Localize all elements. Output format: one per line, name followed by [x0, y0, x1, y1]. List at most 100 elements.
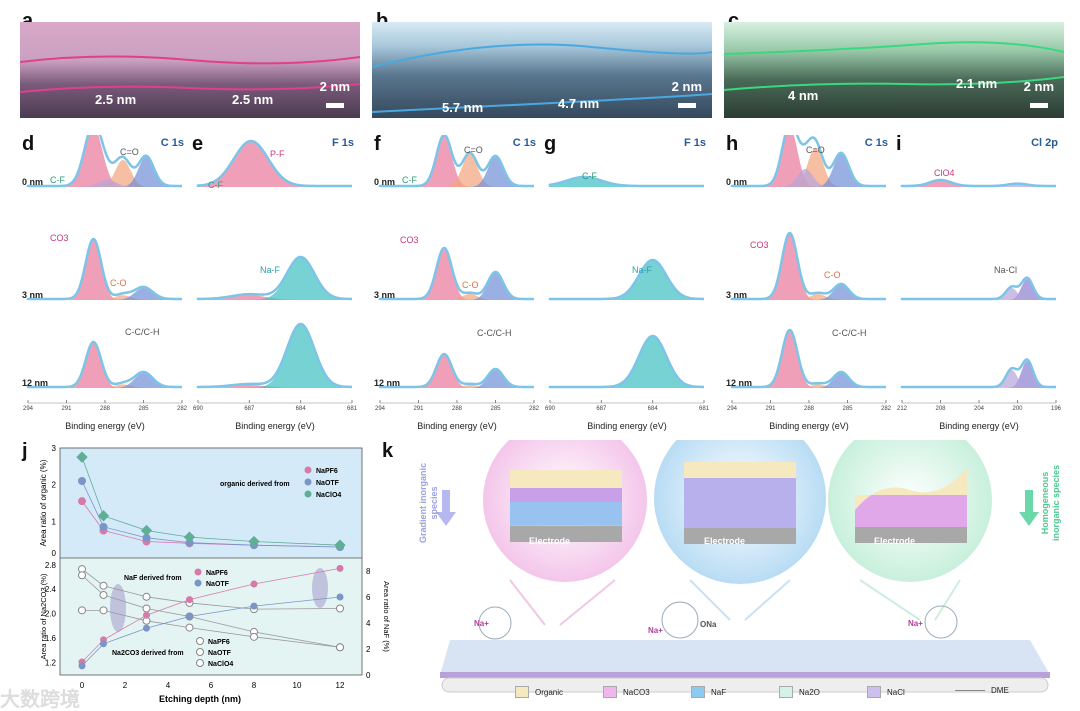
legend-item: Na2O [779, 686, 820, 698]
fitted-peak [902, 361, 1056, 388]
y-tick-label: 3 [52, 444, 57, 453]
x-tick-label: 0 [80, 681, 85, 690]
tick-label: 684 [647, 406, 658, 412]
fitted-peak [198, 325, 352, 388]
peak-annotation: Na-F [260, 265, 280, 275]
data-point [336, 604, 344, 613]
legend-marker [194, 568, 202, 576]
spectrum-envelope [900, 178, 1057, 188]
fitted-peak [28, 240, 182, 300]
y-right-tick-label: 6 [366, 593, 371, 602]
legend-item: Organic [515, 686, 563, 698]
spectrum-envelope [26, 135, 183, 188]
fitted-peak [732, 384, 886, 388]
panel-label-j: j [22, 440, 28, 462]
tick-label: 288 [451, 406, 463, 412]
legend-entry: NaPF6 [316, 468, 338, 475]
fitted-peak [380, 157, 534, 187]
na2co3-line-NaOTF [81, 574, 341, 648]
tem-image-a: 2.5 nm 2.5 nm 2 nm [20, 22, 360, 118]
data-point [336, 564, 344, 572]
data-point [99, 581, 108, 590]
panel-label-d: d [22, 133, 35, 155]
thickness-label: 2.1 nm [956, 76, 998, 91]
peak-annotation: C=O [806, 145, 825, 155]
data-point [186, 613, 193, 620]
fitted-peak [902, 184, 1056, 187]
fitted-peak [380, 385, 534, 388]
legend-item: DME [955, 686, 1009, 695]
legend-swatch [603, 686, 617, 698]
fitted-peak [380, 294, 534, 300]
legend-item: NaF [691, 686, 726, 698]
legend-item: NaCl [867, 686, 905, 698]
fitted-peak [28, 179, 182, 187]
legend-entry: NaPF6 [208, 639, 230, 646]
spectrum-envelope [378, 352, 534, 389]
spectrum-envelope [548, 175, 704, 188]
tick-label: 285 [842, 406, 853, 412]
tick-label: 196 [1050, 406, 1062, 412]
fitted-peak [732, 148, 886, 187]
fitted-peak [28, 135, 182, 187]
fitted-peak [28, 157, 182, 187]
depth-label: 0 nm [374, 177, 396, 187]
panel-label-k: k [382, 440, 394, 462]
legend-swatch [867, 686, 881, 698]
peak-annotation: C=O [120, 147, 139, 157]
thickness-label: 2.5 nm [95, 92, 137, 107]
spectrum-envelope [26, 340, 182, 389]
naf-line-NaPF6 [81, 568, 341, 663]
fitted-peak [198, 258, 352, 300]
core-level-title: C 1s [864, 137, 888, 149]
panel-label-g: g [544, 133, 557, 155]
fitted-peak [732, 294, 886, 300]
data-point [250, 580, 258, 588]
tick-label: 684 [295, 406, 306, 412]
peak-annotation: C-O [110, 278, 127, 288]
fitted-peak [380, 136, 534, 187]
peak-annotation: P-F [270, 149, 285, 159]
panel-label-i: i [896, 133, 902, 155]
xps-panel-f: 0 nm 3 nm 12 nm 294 291 288 285 282 f C 1s Binding… [372, 133, 542, 431]
fitted-peak [550, 337, 704, 388]
xps-panel-h: 0 nm 3 nm 12 nm 294 291 288 285 282 h C 1s Binding… [724, 133, 894, 431]
x-axis-label: Binding energy (eV) [417, 421, 497, 431]
spectrum-envelope [730, 135, 886, 188]
x-tick-label: 10 [293, 681, 302, 690]
depth-label: 12 nm [726, 378, 753, 388]
tick-label: 288 [803, 406, 815, 412]
fitted-peak [28, 373, 182, 388]
x-axis-label: Binding energy (eV) [939, 421, 1019, 431]
data-point [185, 623, 194, 632]
y-tick-label: 2.4 [45, 585, 57, 594]
scale-label: 2 nm [1023, 79, 1054, 94]
peak-annotation: CO3 [750, 240, 769, 250]
spectrum-envelope [26, 237, 183, 301]
legend-label: Na2O [799, 687, 820, 697]
peak-annotation: CO3 [50, 233, 69, 243]
depth-label: 0 nm [726, 177, 748, 187]
data-point [186, 596, 193, 604]
tem-image-b: 5.7 nm 4.7 nm 2 nm [372, 22, 712, 118]
legend-marker [196, 637, 204, 645]
naf-line-NaOTF [81, 596, 341, 667]
tick-label: 690 [544, 406, 556, 412]
fitted-peak [28, 288, 182, 300]
series-line-NaClO4 [81, 457, 341, 546]
thickness-label: 4.7 nm [558, 96, 600, 111]
legend-title: Na2CO3 derived from [112, 650, 184, 657]
legend-entry: NaClO4 [316, 492, 341, 499]
tem-image-c: 4 nm 2.1 nm 2 nm [724, 22, 1064, 118]
tick-label: 687 [596, 406, 607, 412]
peak-annotation: C-O [462, 280, 479, 290]
scale-bar [1030, 103, 1048, 108]
data-point [99, 606, 108, 615]
spectrum-envelope [730, 328, 886, 389]
peak-annotation: Na-Cl [994, 265, 1018, 275]
legend-entry: NaPF6 [206, 570, 228, 577]
spectrum-envelope [378, 246, 534, 301]
xps-panel-e: 690 687 684 681 e F 1s Binding energy (eV) C-F P… [190, 133, 360, 431]
depth-label: 0 nm [22, 177, 44, 187]
y-right-tick-label: 8 [366, 567, 371, 576]
